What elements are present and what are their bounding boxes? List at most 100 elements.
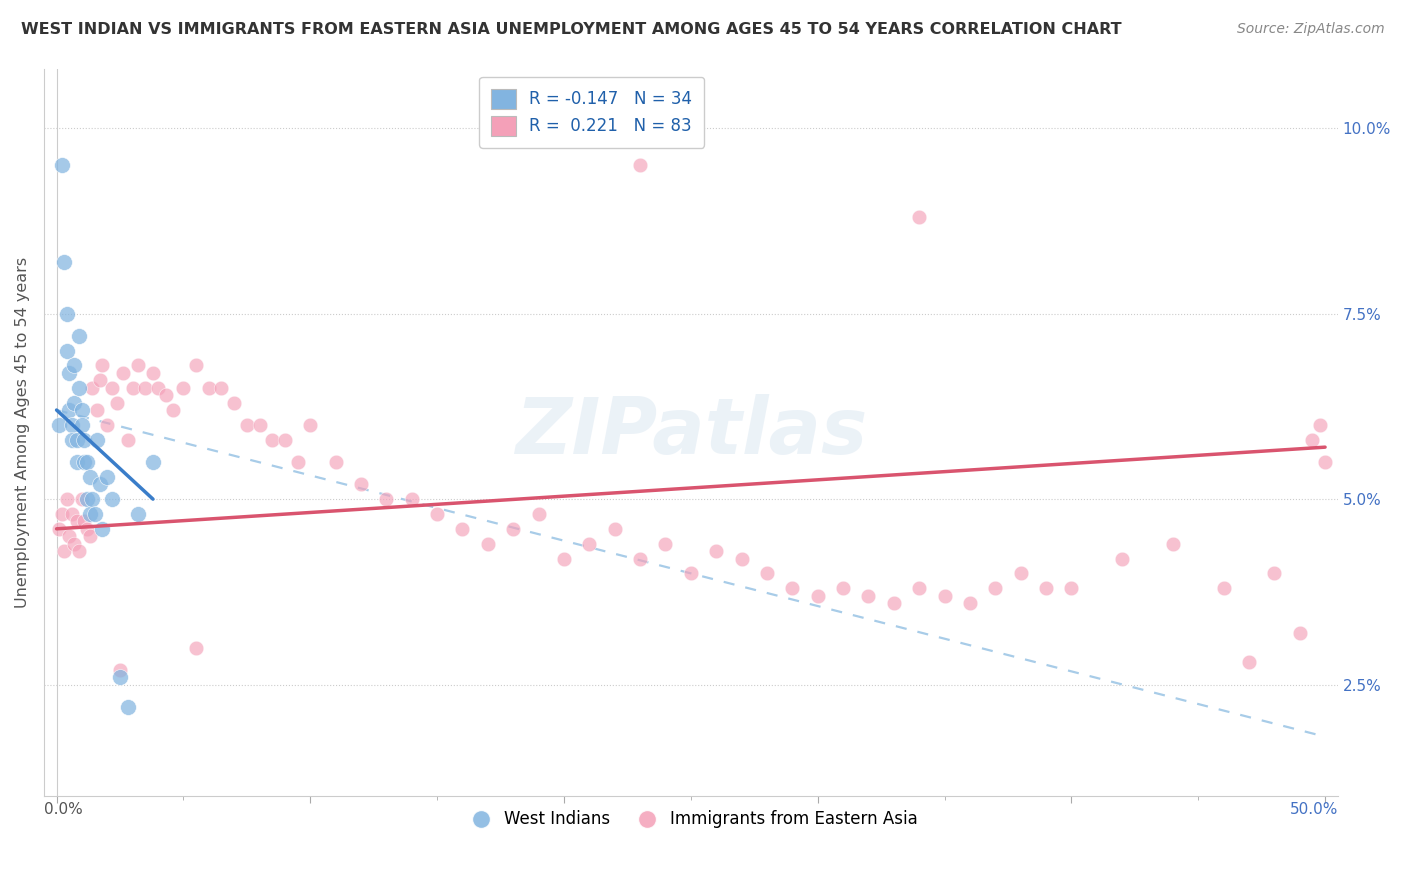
Point [67,328,90,343]
Point [108,663,131,677]
Point [401,492,423,507]
Point [127,507,149,521]
Point [101,381,124,395]
Point [101,492,124,507]
Y-axis label: Unemployment Among Ages 45 to 54 years: Unemployment Among Ages 45 to 54 years [15,257,30,607]
Point [58,403,80,417]
Text: 0.0%: 0.0% [44,802,83,817]
Point [1212,581,1234,595]
Point [451,522,474,536]
Point [1309,417,1331,432]
Point [1060,581,1083,595]
Point [426,507,449,521]
Point [79,529,101,543]
Point [628,551,651,566]
Point [60,507,83,521]
Point [375,492,398,507]
Point [1237,656,1260,670]
Point [172,381,194,395]
Point [108,670,131,684]
Point [934,589,956,603]
Point [89,477,111,491]
Point [79,470,101,484]
Point [142,366,165,380]
Point [83,507,105,521]
Point [66,433,89,447]
Point [117,700,139,714]
Point [502,522,524,536]
Point [96,417,118,432]
Point [325,455,347,469]
Point [553,551,575,566]
Point [63,359,86,373]
Point [146,381,169,395]
Point [1111,551,1133,566]
Point [274,433,297,447]
Point [959,596,981,610]
Point [91,522,114,536]
Point [53,254,76,268]
Point [79,507,101,521]
Point [60,417,83,432]
Point [1263,566,1285,581]
Point [96,470,118,484]
Point [984,581,1007,595]
Point [198,381,221,395]
Point [908,581,931,595]
Point [58,366,80,380]
Point [76,492,98,507]
Point [858,589,880,603]
Point [66,515,89,529]
Point [51,507,73,521]
Point [236,417,259,432]
Point [527,507,550,521]
Point [121,381,143,395]
Point [89,373,111,387]
Point [58,529,80,543]
Point [73,515,96,529]
Point [70,403,93,417]
Point [76,522,98,536]
Point [755,566,778,581]
Point [80,381,103,395]
Point [111,366,134,380]
Point [117,433,139,447]
Text: Source: ZipAtlas.com: Source: ZipAtlas.com [1237,22,1385,37]
Point [155,388,177,402]
Point [53,544,76,558]
Text: 50.0%: 50.0% [1289,802,1337,817]
Point [704,544,727,558]
Point [63,395,86,409]
Point [86,433,108,447]
Point [211,381,233,395]
Legend: West Indians, Immigrants from Eastern Asia: West Indians, Immigrants from Eastern As… [457,804,924,835]
Point [1313,455,1336,469]
Text: WEST INDIAN VS IMMIGRANTS FROM EASTERN ASIA UNEMPLOYMENT AMONG AGES 45 TO 54 YEA: WEST INDIAN VS IMMIGRANTS FROM EASTERN A… [21,22,1122,37]
Point [73,455,96,469]
Point [80,492,103,507]
Point [142,455,165,469]
Point [807,589,830,603]
Point [162,403,184,417]
Point [51,158,73,172]
Point [1035,581,1057,595]
Point [67,544,90,558]
Point [55,492,77,507]
Point [224,395,246,409]
Point [107,395,129,409]
Point [908,210,931,224]
Point [628,158,651,172]
Point [782,581,804,595]
Point [1288,625,1310,640]
Point [73,433,96,447]
Point [66,455,89,469]
Point [730,551,752,566]
Point [63,536,86,550]
Point [603,522,626,536]
Point [127,359,149,373]
Point [134,381,156,395]
Point [184,359,207,373]
Point [48,417,70,432]
Point [654,536,676,550]
Point [1010,566,1032,581]
